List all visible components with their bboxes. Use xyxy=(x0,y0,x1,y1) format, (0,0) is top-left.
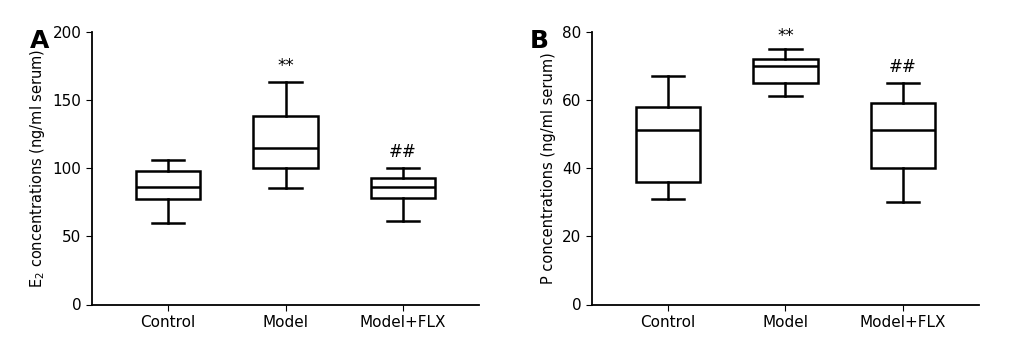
PathPatch shape xyxy=(635,106,700,182)
Text: B: B xyxy=(529,29,548,53)
Text: **: ** xyxy=(776,27,793,45)
Text: A: A xyxy=(30,29,49,53)
PathPatch shape xyxy=(370,177,435,198)
Y-axis label: P concentrations (ng/ml serum): P concentrations (ng/ml serum) xyxy=(541,52,555,284)
PathPatch shape xyxy=(136,171,201,199)
Text: **: ** xyxy=(277,57,293,75)
Text: ##: ## xyxy=(389,143,417,161)
Y-axis label: $\mathregular{E_2}$ concentrations (ng/ml serum): $\mathregular{E_2}$ concentrations (ng/m… xyxy=(28,48,47,288)
PathPatch shape xyxy=(253,116,318,168)
PathPatch shape xyxy=(869,103,934,168)
Text: ##: ## xyxy=(889,58,916,76)
PathPatch shape xyxy=(752,59,817,83)
